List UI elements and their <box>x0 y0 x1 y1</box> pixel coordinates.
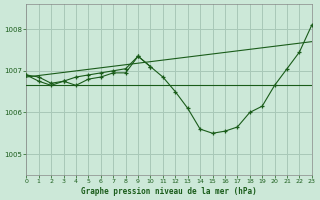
X-axis label: Graphe pression niveau de la mer (hPa): Graphe pression niveau de la mer (hPa) <box>81 187 257 196</box>
